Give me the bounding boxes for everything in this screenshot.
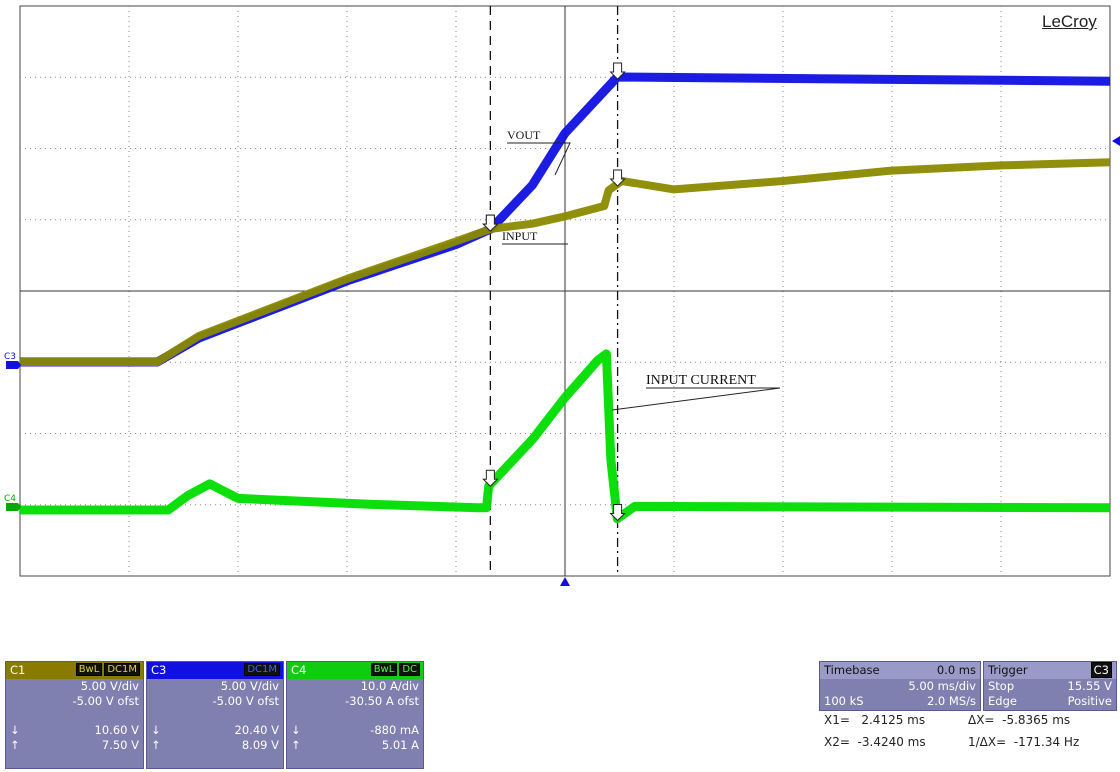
trace-input-current <box>20 349 1111 524</box>
bwl-tag: BwL <box>75 663 103 676</box>
coupling-tag: DC <box>399 663 420 676</box>
channel-c3-name: C3 <box>151 663 167 677</box>
cursor-value-1: 20.40 V <box>234 723 279 737</box>
channel-c3-marker <box>6 361 21 369</box>
channel-c4-panel[interactable]: C4 BwL DC 10.0 A/div -30.50 A ofst ↓ -880 … <box>286 661 424 769</box>
cursor-marker <box>609 504 626 522</box>
trigger-level: 15.55 V <box>1067 679 1112 693</box>
up-arrow-icon: ↑ <box>10 738 20 752</box>
down-arrow-icon: ↓ <box>10 723 20 737</box>
cursor-value-1: 10.60 V <box>94 723 139 737</box>
cursor-marker <box>482 214 499 232</box>
timebase-delay: 0.0 ms <box>936 663 976 677</box>
time-per-div: 5.00 ms/div <box>908 679 976 693</box>
timebase-label: Timebase <box>824 663 880 677</box>
trigger-type: Edge <box>988 694 1017 708</box>
volts-per-div: 5.00 V/div <box>220 679 279 693</box>
annotation-leader <box>611 387 781 411</box>
cursor-value-2: 7.50 V <box>101 738 139 752</box>
brand-logo: LeCroy <box>1042 12 1097 31</box>
channel-c3-panel[interactable]: C3 DC1M 5.00 V/div -5.00 V ofst ↓ 20.40 V… <box>146 661 284 769</box>
cursor-x2-readout: X2= -3.4240 ms <box>824 735 926 749</box>
up-arrow-icon: ↑ <box>151 738 161 752</box>
cursor-marker <box>482 469 499 487</box>
cursor-value-2: 5.01 A <box>381 738 419 752</box>
oscilloscope-display: VOUT INPUT INPUT CURRENT C3 C4 LeCroy <box>4 5 1120 586</box>
annotation-leader <box>507 142 571 176</box>
cursor-x1-readout: X1= 2.4125 ms <box>824 713 926 727</box>
trigger-level-marker <box>1112 136 1120 146</box>
channel-c1-header: C1 BwL DC1M <box>6 662 143 679</box>
offset: -5.00 V ofst <box>72 694 139 708</box>
trigger-time-marker <box>560 577 570 586</box>
cursor-inverse-readout: 1/ΔX= -171.34 Hz <box>968 735 1080 749</box>
cursor-marker <box>609 169 626 187</box>
trigger-mode: Stop <box>988 679 1015 693</box>
offset: -5.00 V ofst <box>212 694 279 708</box>
trigger-slope: Positive <box>1067 694 1112 708</box>
cursor-marker <box>609 62 626 80</box>
trigger-panel[interactable]: Trigger C3 Stop 15.55 V Edge Positive <box>983 661 1117 711</box>
sample-count: 100 kS <box>824 694 864 708</box>
channel-c1-name: C1 <box>10 663 26 677</box>
cursor-delta-readout: ΔX= -5.8365 ms <box>968 713 1071 727</box>
cursor-value-2: 8.09 V <box>241 738 279 752</box>
channel-c3-label: C3 <box>4 352 16 362</box>
annotation-label: INPUT <box>502 229 538 243</box>
annotation-label: VOUT <box>507 128 541 142</box>
channel-c4-name: C4 <box>291 663 307 677</box>
channel-c1-panel[interactable]: C1 BwL DC1M 5.00 V/div -5.00 V ofst ↓ 10.6… <box>5 661 144 769</box>
up-arrow-icon: ↑ <box>291 738 301 752</box>
annotation-label: INPUT CURRENT <box>646 373 756 388</box>
timebase-panel[interactable]: Timebase 0.0 ms 5.00 ms/div 100 kS 2.0 M… <box>819 661 981 711</box>
down-arrow-icon: ↓ <box>291 723 301 737</box>
offset: -30.50 A ofst <box>345 694 419 708</box>
channel-c4-label: C4 <box>4 494 16 504</box>
cursor-value-1: -880 mA <box>370 723 419 737</box>
sample-rate: 2.0 MS/s <box>926 694 976 708</box>
channel-c3-header: C3 DC1M <box>147 662 283 679</box>
down-arrow-icon: ↓ <box>151 723 161 737</box>
coupling-tag: DC1M <box>244 663 280 676</box>
volts-per-div: 5.00 V/div <box>80 679 139 693</box>
amps-per-div: 10.0 A/div <box>360 679 419 693</box>
trigger-source: C3 <box>1090 662 1112 678</box>
trigger-label: Trigger <box>988 663 1028 677</box>
bwl-tag: BwL <box>370 663 398 676</box>
trace-input <box>20 158 1111 366</box>
channel-c4-marker <box>6 503 21 511</box>
coupling-tag: DC1M <box>104 663 140 676</box>
waveform-plot: VOUT INPUT INPUT CURRENT C3 C4 <box>4 5 1120 586</box>
channel-c4-header: C4 BwL DC <box>287 662 423 679</box>
